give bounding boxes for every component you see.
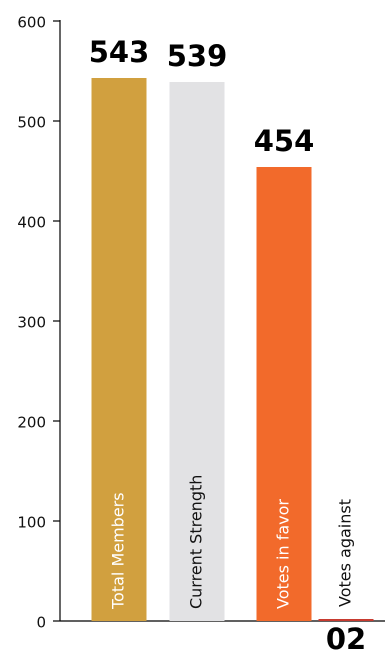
y-tick-label: 0 [36,614,46,632]
y-tick-label: 300 [17,314,46,332]
bar [318,619,374,621]
category-label: Votes in favor [274,499,293,609]
y-tick-label: 600 [17,14,46,32]
value-label: 543 [89,35,150,69]
bar [91,78,147,621]
y-tick-label: 400 [17,214,46,232]
category-label: Votes against [336,499,355,607]
value-label: 454 [254,124,315,158]
bar [256,167,312,621]
category-label: Current Strength [187,475,206,609]
value-label: 539 [167,39,228,73]
category-label: Total Members [109,492,128,610]
bar [169,82,225,621]
y-tick-label: 500 [17,114,46,132]
y-tick-label: 100 [17,514,46,532]
y-tick-label: 200 [17,414,46,432]
value-label: 02 [326,622,366,656]
